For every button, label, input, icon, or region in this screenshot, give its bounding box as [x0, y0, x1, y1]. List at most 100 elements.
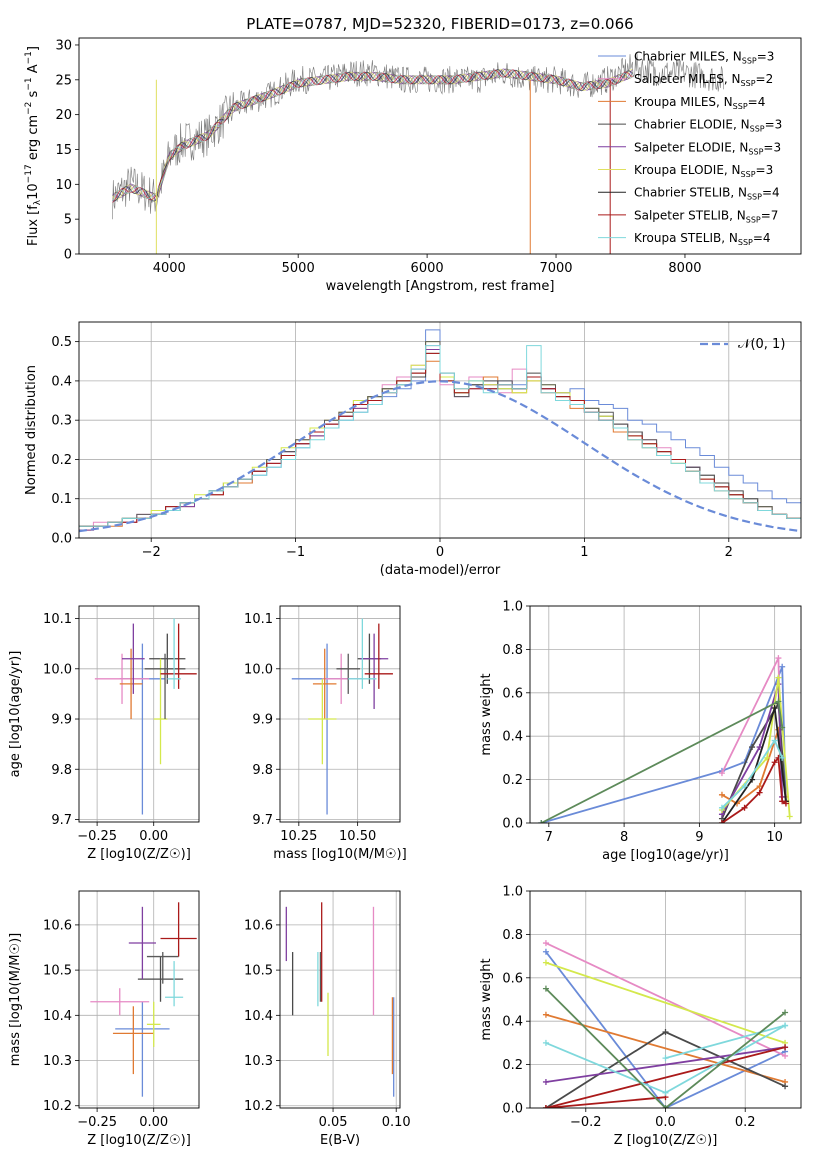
weight-marker: [775, 674, 782, 681]
y-tick-label: 0.2: [502, 773, 523, 788]
weight-marker: [782, 1022, 789, 1029]
x-tick-label: 0.2: [735, 1115, 756, 1130]
plot-area: [112, 52, 724, 254]
x-axis-label: Z [log10(Z/Z☉)]: [87, 847, 191, 862]
y-tick-label: 0.4: [502, 730, 523, 745]
y-tick-label: 0.2: [502, 1058, 523, 1073]
x-axis-label: Z [log10(Z/Z☉)]: [614, 1133, 718, 1148]
weight-marker: [786, 813, 793, 820]
weight-marker: [718, 804, 725, 811]
y-tick-label: 0.8: [502, 928, 523, 943]
plot-area: [538, 655, 793, 823]
weight-marker: [542, 948, 549, 955]
x-tick-label: 6000: [411, 261, 444, 276]
legend: Chabrier MILES, NSSP=3 Salpeter MILES, NS…: [598, 50, 782, 247]
y-axis-label: age [log10(age/yr)]: [8, 651, 23, 778]
y-tick-label: 10.1: [244, 612, 273, 627]
y-tick-label: 0.8: [502, 643, 523, 658]
axes-frame: [78, 890, 200, 1109]
y-tick-label: 15: [55, 143, 72, 158]
normal-curve: [79, 380, 801, 533]
y-tick-label: 10.6: [244, 918, 273, 933]
weight-marker: [662, 1029, 669, 1036]
y-tick-label: 30: [55, 38, 72, 53]
grid: [280, 891, 400, 1108]
histogram-series: [79, 360, 801, 531]
y-axis-label: Flux [fλ10−17 erg cm−2 s−1 A−1]: [24, 46, 43, 246]
weight-series: [541, 666, 787, 823]
weight-marker: [775, 655, 782, 662]
y-tick-label: 9.8: [51, 763, 72, 778]
weight-vs-metallicity-panel: −0.2 0.0 0.2 0.0 0.2 0.4 0.6 0.8 1.0 Z [log10(Z/Z…: [479, 885, 802, 1148]
y-tick-label: 0.2: [51, 453, 72, 468]
y-tick-label: 0.6: [502, 971, 523, 986]
weight-marker: [718, 820, 725, 823]
x-tick-label: 0.05: [319, 1115, 348, 1130]
mass-vs-ebv-panel: 0.05 0.10 10.2 10.3 10.4 10.5 10.6 E(B-V): [244, 890, 411, 1148]
grid: [79, 891, 199, 1108]
legend-label: Salpeter ELODIE, NSSP=3: [634, 140, 781, 156]
x-tick-label: 8000: [668, 261, 701, 276]
weight-marker: [542, 1105, 549, 1108]
y-tick-label: 10.3: [43, 1054, 72, 1069]
y-tick-label: 10.5: [43, 964, 72, 979]
x-tick-label: 0.00: [139, 1115, 168, 1130]
model-spectrum: [112, 68, 633, 203]
y-axis-label: mass weight: [479, 673, 494, 755]
model-spectrum: [112, 68, 633, 202]
weight-marker: [749, 744, 756, 751]
y-tick-label: 10.4: [244, 1009, 273, 1024]
axes-frame: [529, 605, 802, 824]
y-tick-label: 0.0: [51, 532, 72, 547]
model-spectrum: [112, 69, 633, 203]
y-tick-label: 9.7: [252, 813, 273, 828]
y-tick-label: 10.0: [43, 662, 72, 677]
weight-marker: [782, 1009, 789, 1016]
model-spectrum: [112, 69, 633, 202]
axes-frame: [78, 37, 802, 255]
x-tick-label: 0.00: [139, 829, 168, 844]
y-tick-label: 0.3: [51, 414, 72, 429]
weight-marker: [718, 770, 725, 777]
axes-frame: [78, 605, 200, 823]
weight-marker: [538, 820, 545, 823]
y-axis-label: mass [log10(M/M☉)]: [8, 933, 23, 1066]
y-tick-label: 1.0: [502, 885, 523, 900]
age-vs-metallicity-panel: −0.25 0.00 9.7 9.8 9.9 10.0 10.1 Z [log10(Z/Z☉)…: [8, 605, 200, 862]
weight-marker: [542, 1039, 549, 1046]
plot-area: [542, 940, 789, 1108]
weight-series: [545, 1096, 666, 1108]
y-tick-label: 9.9: [252, 713, 273, 728]
y-axis-label: mass weight: [479, 958, 494, 1040]
y-tick-label: 9.9: [51, 713, 72, 728]
y-tick-label: 0.6: [502, 686, 523, 701]
model-spectrum: [112, 69, 633, 203]
y-tick-label: 5: [64, 213, 72, 228]
x-axis-label: (data-model)/error: [380, 563, 501, 578]
plot-area: [90, 902, 197, 1097]
model-spectrum: [112, 69, 633, 202]
axes-frame: [279, 890, 401, 1109]
axes-frame: [279, 605, 401, 823]
weight-marker: [779, 754, 786, 761]
y-axis-label: Normed distribution: [24, 365, 39, 495]
weight-series: [545, 961, 786, 1044]
weight-series: [545, 987, 786, 1108]
x-tick-label: 10: [766, 830, 783, 845]
y-tick-label: 0.0: [502, 1102, 523, 1117]
weight-marker: [718, 791, 725, 798]
weight-marker: [756, 789, 763, 796]
x-tick-label: 5000: [282, 261, 315, 276]
x-tick-label: 7: [545, 830, 553, 845]
x-axis-label: Z [log10(Z/Z☉)]: [87, 1133, 191, 1148]
x-axis-label: E(B-V): [320, 1133, 360, 1148]
x-axis-label: mass [log10(M/M☉)]: [273, 847, 406, 862]
legend-label: Kroupa STELIB, NSSP=4: [634, 231, 771, 247]
weight-series: [545, 1046, 786, 1108]
model-spectrum: [112, 68, 633, 201]
legend-label: Kroupa ELODIE, NSSP=3: [634, 163, 773, 179]
legend-label: Kroupa MILES, NSSP=4: [634, 95, 765, 111]
plot-area: [291, 618, 393, 815]
x-tick-label: 10.25: [280, 829, 317, 844]
weight-marker: [782, 1052, 789, 1059]
